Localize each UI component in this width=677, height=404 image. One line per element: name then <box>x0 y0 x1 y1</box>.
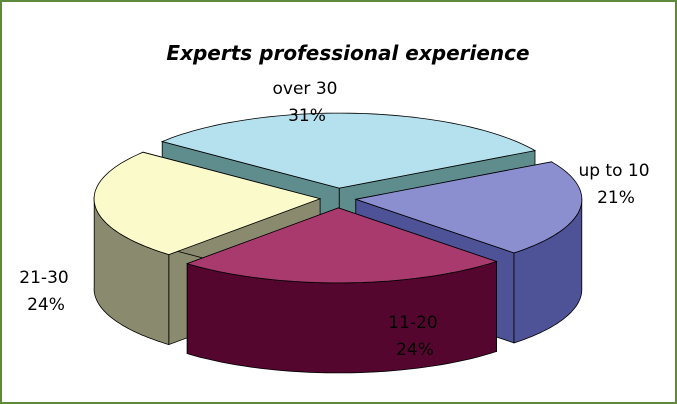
slice-value-label: 24% <box>396 340 434 360</box>
pie-labels: up to 10 21% 11-20 24% 21-30 24% over 30 31% <box>19 79 649 360</box>
slice-value-label: 24% <box>27 295 65 315</box>
slice-category-label: 21-30 <box>19 268 68 288</box>
pie-slice-top <box>185 207 498 284</box>
pie-slice-top <box>93 151 322 256</box>
chart-title: Experts professional experience <box>166 41 529 65</box>
slice-category-label: up to 10 <box>578 161 649 181</box>
slice-value-label: 21% <box>597 188 635 208</box>
pie-slices <box>93 112 583 374</box>
slice-category-label: over 30 <box>273 79 338 99</box>
pie-slice-top <box>354 161 583 254</box>
slice-category-label: 11-20 <box>388 313 437 333</box>
pie-slice <box>185 207 498 374</box>
slice-value-label: 31% <box>288 106 326 126</box>
pie-slice-top <box>160 112 537 189</box>
